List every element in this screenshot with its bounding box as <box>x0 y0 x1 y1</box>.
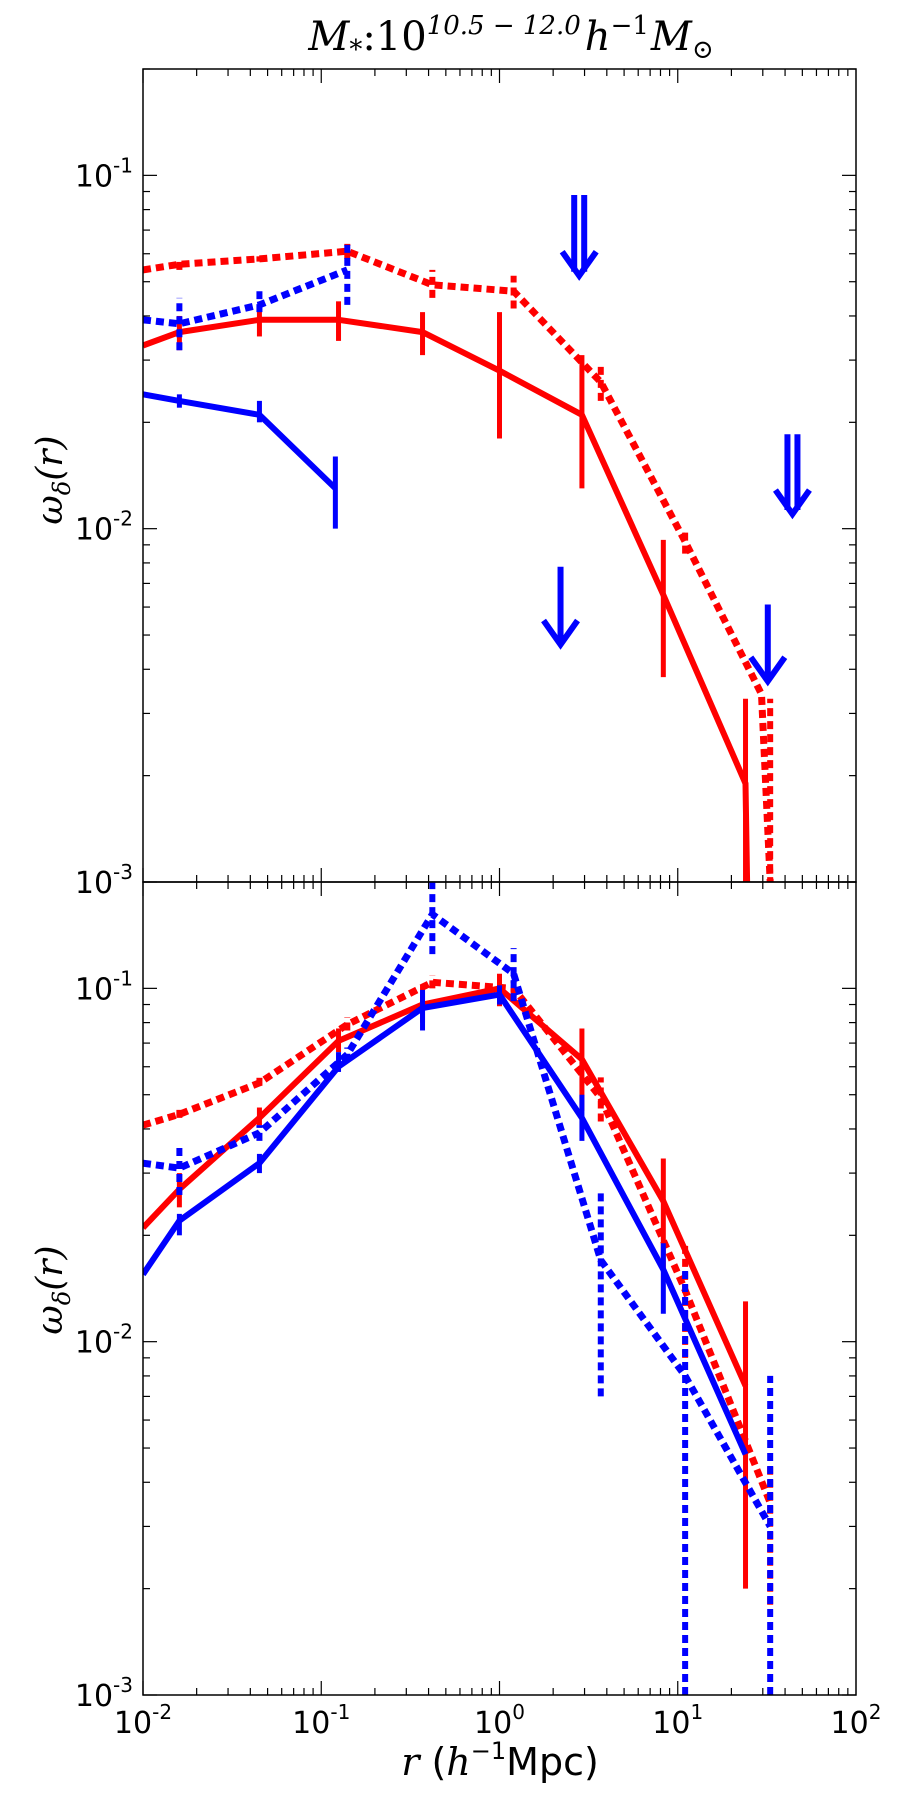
chart-title: M*:1010.5 − 12.0 h−1M⊙ <box>307 11 713 65</box>
y-tick-label: 10-2 <box>75 1320 133 1361</box>
series-line-red-solid <box>143 985 749 1388</box>
top-y-axis-title: ωδ(r) <box>30 435 76 524</box>
x-tick-label: 100 <box>474 1700 525 1741</box>
upper-limit-arrow <box>772 434 812 520</box>
upper-limit-arrow <box>748 604 788 687</box>
title-msun: M <box>650 14 693 60</box>
series-line-blue-dotted <box>143 910 774 1529</box>
series-line-blue-dotted <box>143 266 349 328</box>
bottom-y-axis-title: ωδ(r) <box>30 1245 76 1334</box>
title-hexp: −1 <box>611 11 649 41</box>
series-line-red-dotted <box>143 978 774 1505</box>
bottom-panel-frame <box>142 881 857 1696</box>
series-line-blue-solid <box>143 391 338 491</box>
y-tick-label: 10-1 <box>75 153 133 194</box>
upper-limit-arrow <box>559 194 599 281</box>
x-tick-label: 102 <box>831 1700 882 1741</box>
x-tick-label: 10-1 <box>292 1700 350 1741</box>
y-tick-label: 10-3 <box>75 860 133 901</box>
bottom-panel: 10-1 10-2 10-3 <box>75 881 857 1714</box>
title-main: M <box>307 14 350 60</box>
upper-limit-arrow <box>541 566 580 650</box>
title-h: h <box>585 14 611 60</box>
x-axis-title: r (h−1Mpc) <box>401 1737 599 1784</box>
top-panel-frame <box>142 68 857 883</box>
y-tick-label: 10-2 <box>75 507 133 548</box>
title-sub: * <box>349 35 362 65</box>
y-tick-label: 10-1 <box>75 966 133 1007</box>
title-msub: ⊙ <box>692 35 714 65</box>
y-tick-label: 10-3 <box>75 1673 133 1714</box>
series-line-red-solid <box>143 316 751 882</box>
x-tick-label: 101 <box>652 1700 703 1741</box>
x-tick-label: 10-2 <box>114 1700 172 1741</box>
top-panel: 10-1 10-2 10-3 <box>75 68 857 901</box>
series-line-red-dotted <box>143 247 774 882</box>
title-colon: :10 <box>362 14 426 60</box>
title-exp: 10.5 − 12.0 <box>427 11 581 41</box>
